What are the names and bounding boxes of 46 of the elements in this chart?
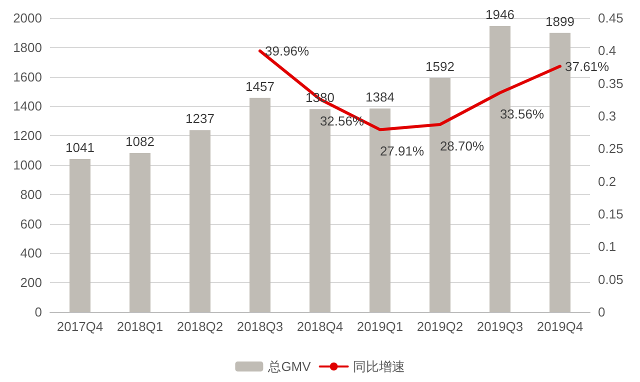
legend-label: 同比增速 xyxy=(352,359,405,374)
x-tick-label: 2019Q2 xyxy=(416,319,464,334)
data-label: 1592 xyxy=(426,58,454,74)
y2-tick-label: 0 xyxy=(598,304,606,320)
y-tick-label: 800 xyxy=(20,186,42,202)
legend-label: 总GMV xyxy=(267,359,312,374)
y-tick-label: 2000 xyxy=(13,10,42,26)
y-tick-label: 0 xyxy=(34,304,42,320)
data-label: 37.61% xyxy=(565,58,610,74)
y-tick-label: 200 xyxy=(20,275,42,290)
x-tick-label: 2019Q4 xyxy=(536,319,584,334)
x-tick-label: 2018Q3 xyxy=(236,319,284,334)
y2-tick-label: 0.25 xyxy=(598,141,624,156)
y2-tick-label: 0.1 xyxy=(598,239,616,254)
y-tick-label: 1200 xyxy=(13,128,42,144)
x-tick-label: 2018Q2 xyxy=(176,319,224,334)
y2-tick-label: 0.4 xyxy=(598,43,616,58)
data-label: 1899 xyxy=(546,14,574,29)
data-label: 1457 xyxy=(246,78,274,94)
y2-tick-label: 0.45 xyxy=(598,10,624,26)
y-tick-label: 600 xyxy=(20,216,42,232)
data-label: 1946 xyxy=(486,6,514,22)
data-label: 33.56% xyxy=(500,106,544,122)
data-label: 39.96% xyxy=(265,43,310,58)
x-tick-label: 2017Q4 xyxy=(56,319,104,334)
y2-tick-label: 0.05 xyxy=(598,272,624,287)
x-tick-label: 2019Q1 xyxy=(356,319,404,334)
y-tick-label: 1600 xyxy=(13,69,42,84)
y2-tick-label: 0.35 xyxy=(598,76,624,91)
data-label: 28.70% xyxy=(440,138,484,154)
y-tick-label: 400 xyxy=(20,246,42,261)
data-label: 27.91% xyxy=(380,144,424,159)
y2-tick-label: 0.2 xyxy=(598,174,616,189)
y2-tick-label: 0.3 xyxy=(598,108,616,124)
data-label: 1384 xyxy=(366,90,394,105)
y-tick-label: 1400 xyxy=(13,98,42,114)
data-label: 1237 xyxy=(186,111,214,126)
data-label: 1041 xyxy=(66,140,94,155)
x-tick-label: 2018Q1 xyxy=(116,319,164,334)
y2-tick-label: 0.15 xyxy=(598,206,624,222)
y-tick-label: 1800 xyxy=(13,40,42,55)
data-label: 32.56% xyxy=(320,113,364,128)
y-tick-label: 1000 xyxy=(13,158,42,172)
data-label: 1082 xyxy=(126,134,154,149)
x-tick-label: 2019Q3 xyxy=(476,319,524,334)
x-tick-label: 2018Q4 xyxy=(296,319,344,334)
